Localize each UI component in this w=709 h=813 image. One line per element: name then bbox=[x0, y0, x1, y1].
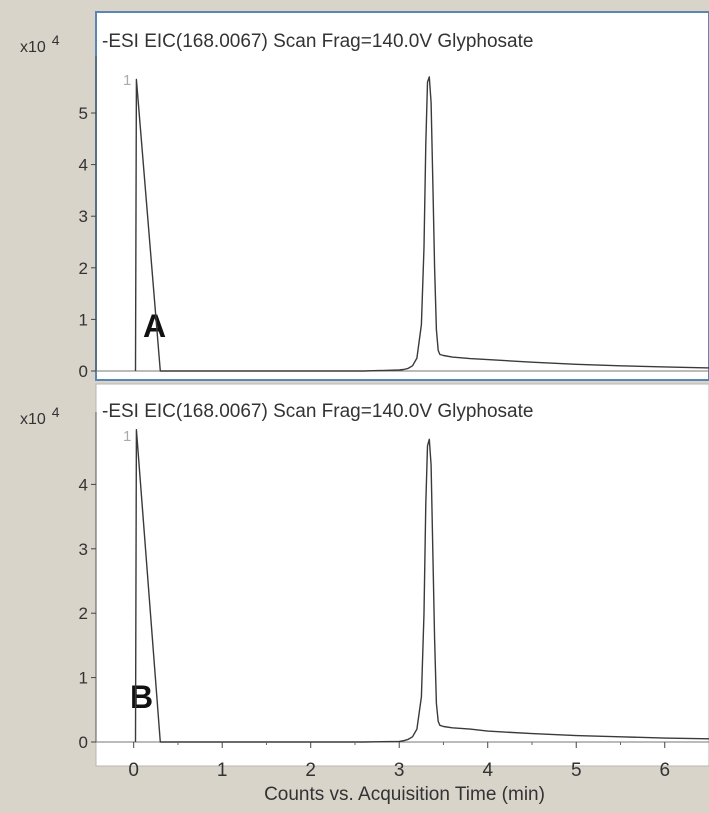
x-tick-label: 6 bbox=[659, 760, 670, 781]
panel-letter: B bbox=[130, 679, 153, 715]
trace-index-label: 1 bbox=[123, 72, 131, 89]
y-tick-label: 3 bbox=[79, 207, 88, 226]
panel-letter: A bbox=[143, 308, 166, 344]
x-tick-label: 2 bbox=[305, 760, 316, 781]
y-tick-label: 1 bbox=[79, 669, 88, 688]
y-tick-label: 2 bbox=[79, 259, 88, 278]
y-tick-label: 5 bbox=[79, 104, 88, 123]
y-tick-label: 4 bbox=[79, 156, 88, 175]
panel-title: -ESI EIC(168.0067) Scan Frag=140.0V Glyp… bbox=[102, 31, 533, 52]
y-tick-label: 2 bbox=[79, 604, 88, 623]
trace-index-label: 1 bbox=[123, 428, 131, 445]
y-tick-label: 3 bbox=[79, 540, 88, 559]
y-tick-label: 1 bbox=[79, 310, 88, 329]
y-tick-label: 0 bbox=[79, 362, 88, 381]
x-tick-label: 0 bbox=[128, 760, 139, 781]
y-tick-label: 0 bbox=[79, 733, 88, 752]
plot-frame bbox=[96, 384, 709, 766]
panel-title: -ESI EIC(168.0067) Scan Frag=140.0V Glyp… bbox=[102, 401, 533, 422]
x-tick-label: 1 bbox=[217, 760, 228, 781]
plot-frame bbox=[96, 12, 709, 380]
x-axis-label: Counts vs. Acquisition Time (min) bbox=[0, 784, 709, 806]
x-tick-label: 5 bbox=[571, 760, 582, 781]
x-tick-label: 4 bbox=[482, 760, 493, 781]
y-tick-label: 4 bbox=[79, 475, 88, 494]
x-tick-label: 3 bbox=[394, 760, 405, 781]
